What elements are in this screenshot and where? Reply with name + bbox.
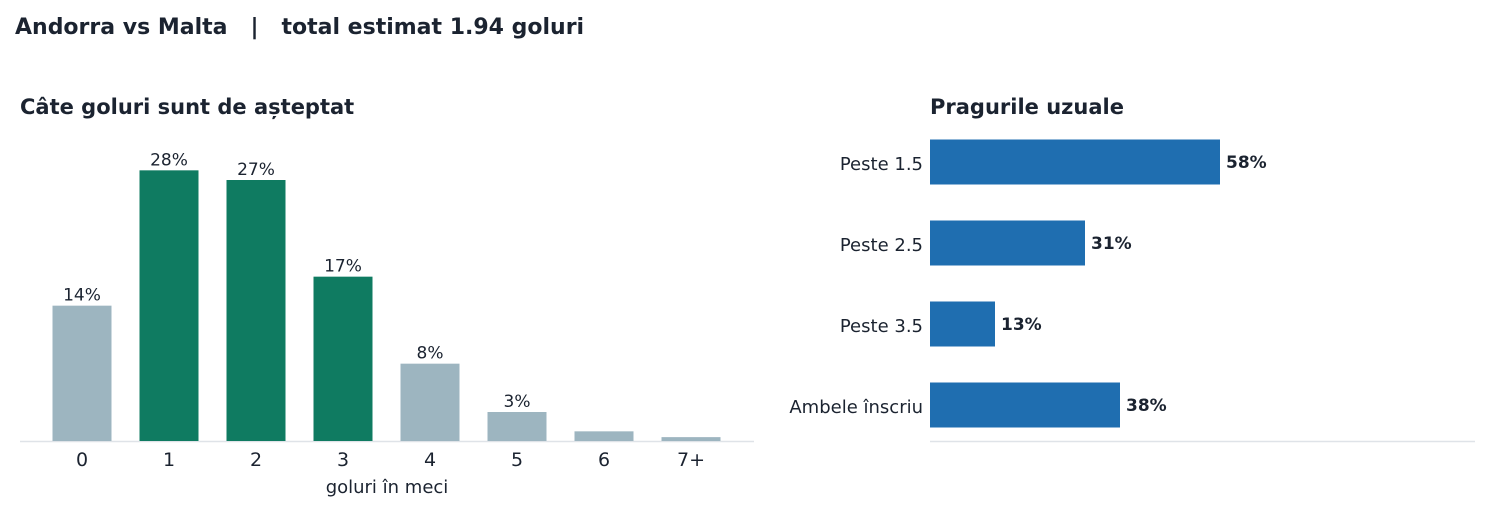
bar-threshold xyxy=(930,382,1120,428)
y-tick-label: Peste 2.5 xyxy=(840,235,923,256)
bar-value-label: 38% xyxy=(1126,396,1167,416)
bar-value-label: 58% xyxy=(1226,153,1267,173)
goals-distribution-chart: 14% 0 28% 1 27% 2 17% 3 8% 4 3% 5 6 7+ xyxy=(20,150,754,471)
bar-goals-0 xyxy=(52,305,112,441)
bar-value-label: 27% xyxy=(237,160,275,180)
bar-goals-5 xyxy=(487,412,547,441)
y-tick-label: Peste 1.5 xyxy=(840,154,923,175)
bar-value-label: 17% xyxy=(324,257,362,277)
bar-goals-1 xyxy=(139,170,199,442)
bar-value-label: 31% xyxy=(1091,234,1132,254)
y-tick-label: Peste 3.5 xyxy=(840,316,923,337)
thresholds-chart: 58% Peste 1.5 31% Peste 2.5 13% Peste 3.5 38% A… xyxy=(789,139,1475,443)
bar-value-label: 13% xyxy=(1001,315,1042,335)
x-tick-label: 5 xyxy=(511,449,523,471)
y-tick-label: Ambele înscriu xyxy=(789,397,923,418)
x-tick-label: 3 xyxy=(337,449,349,471)
thresholds-title: Pragurile uzuale xyxy=(930,95,1124,119)
x-tick-label: 0 xyxy=(76,449,88,471)
bar-value-label: 3% xyxy=(504,392,531,412)
bar-threshold xyxy=(930,139,1220,185)
x-tick-label: 1 xyxy=(163,449,175,471)
bar-goals-7+ xyxy=(661,437,721,441)
bar-value-label: 8% xyxy=(417,344,444,364)
bar-goals-2 xyxy=(226,180,286,441)
bar-threshold xyxy=(930,301,995,347)
bar-value-label: 14% xyxy=(63,286,101,306)
histogram-x-axis-label: goluri în meci xyxy=(326,477,449,498)
histogram-title: Câte goluri sunt de așteptat xyxy=(20,95,354,119)
x-tick-label: 2 xyxy=(250,449,262,471)
figure-title: Andorra vs Malta | total estimat 1.94 go… xyxy=(15,15,584,40)
x-tick-label: 4 xyxy=(424,449,436,471)
x-tick-label: 6 xyxy=(598,449,610,471)
bar-value-label: 28% xyxy=(150,150,188,170)
x-tick-label: 7+ xyxy=(677,449,705,471)
bar-goals-4 xyxy=(400,363,460,441)
bar-goals-3 xyxy=(313,276,373,441)
bar-goals-6 xyxy=(574,431,634,441)
bar-threshold xyxy=(930,220,1085,266)
